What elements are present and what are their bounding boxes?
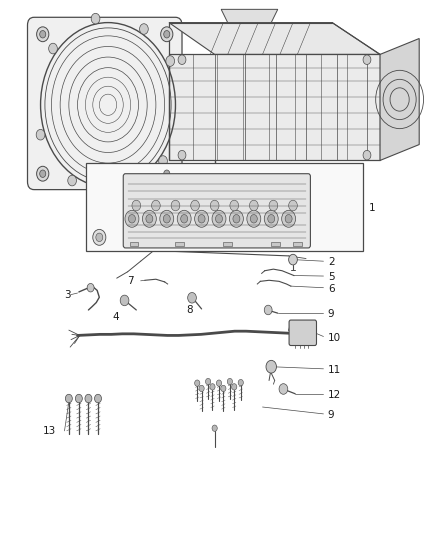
Circle shape [210,200,219,211]
Circle shape [166,56,175,66]
Circle shape [132,200,141,211]
Circle shape [37,166,49,181]
Bar [223,242,232,246]
FancyBboxPatch shape [123,174,311,248]
Circle shape [40,170,46,177]
Circle shape [363,55,371,64]
Circle shape [177,211,191,227]
Circle shape [178,55,186,64]
Text: 8: 8 [186,305,193,315]
Circle shape [36,130,45,140]
Polygon shape [169,22,380,54]
Circle shape [194,380,200,386]
Circle shape [233,215,240,223]
Circle shape [163,215,170,223]
Circle shape [116,185,125,196]
Circle shape [40,30,46,38]
Circle shape [65,394,72,403]
Circle shape [221,385,226,392]
FancyBboxPatch shape [28,17,182,190]
Circle shape [125,211,139,227]
Circle shape [285,215,292,223]
Circle shape [159,156,167,166]
Polygon shape [380,38,419,160]
Bar [130,242,138,246]
Circle shape [363,150,371,160]
Circle shape [181,215,187,223]
Circle shape [85,394,92,403]
Circle shape [161,166,173,181]
FancyBboxPatch shape [289,320,317,345]
Circle shape [187,293,196,303]
Circle shape [264,211,278,227]
Circle shape [37,27,49,42]
Text: 12: 12 [328,390,341,400]
Text: 9: 9 [328,410,335,420]
Circle shape [266,360,276,373]
Circle shape [250,200,258,211]
Circle shape [282,211,296,227]
Bar [86,163,363,251]
Circle shape [96,233,103,241]
Circle shape [279,384,288,394]
Polygon shape [221,10,278,22]
Circle shape [212,425,217,431]
Circle shape [140,23,148,34]
Circle shape [146,215,153,223]
Text: 1: 1 [369,203,376,213]
Circle shape [91,13,100,24]
Bar [293,242,302,246]
Circle shape [68,175,77,186]
Circle shape [164,30,170,38]
Text: 7: 7 [127,276,134,286]
Text: 4: 4 [113,312,119,322]
Circle shape [87,284,94,292]
Circle shape [199,385,204,392]
Circle shape [210,384,215,390]
Circle shape [212,211,226,227]
Text: 5: 5 [328,272,335,282]
Circle shape [238,379,244,386]
Circle shape [247,211,261,227]
Circle shape [230,211,244,227]
Circle shape [268,215,275,223]
Circle shape [215,215,223,223]
Circle shape [160,211,174,227]
Circle shape [194,211,208,227]
Polygon shape [169,54,380,160]
Text: 6: 6 [328,284,335,294]
Circle shape [93,229,106,245]
Circle shape [289,200,297,211]
Circle shape [164,170,170,177]
Bar [176,242,184,246]
Circle shape [230,200,239,211]
Circle shape [232,384,237,390]
Text: 3: 3 [64,289,71,300]
Circle shape [264,305,272,315]
Bar [271,242,280,246]
Circle shape [142,211,156,227]
Text: 9: 9 [328,309,335,319]
Circle shape [95,394,102,403]
Circle shape [251,215,257,223]
Circle shape [269,200,278,211]
Circle shape [289,254,297,265]
Circle shape [191,200,199,211]
Circle shape [120,295,129,306]
Circle shape [171,200,180,211]
Text: 2: 2 [328,257,335,267]
Circle shape [152,200,160,211]
Circle shape [205,378,211,385]
Circle shape [161,27,173,42]
Circle shape [227,378,233,385]
Circle shape [128,215,135,223]
Text: 13: 13 [43,426,56,436]
Circle shape [216,380,222,386]
Circle shape [49,43,57,54]
Text: 10: 10 [328,333,341,343]
Circle shape [178,150,186,160]
Circle shape [75,394,82,403]
Circle shape [198,215,205,223]
Text: 11: 11 [328,365,341,375]
